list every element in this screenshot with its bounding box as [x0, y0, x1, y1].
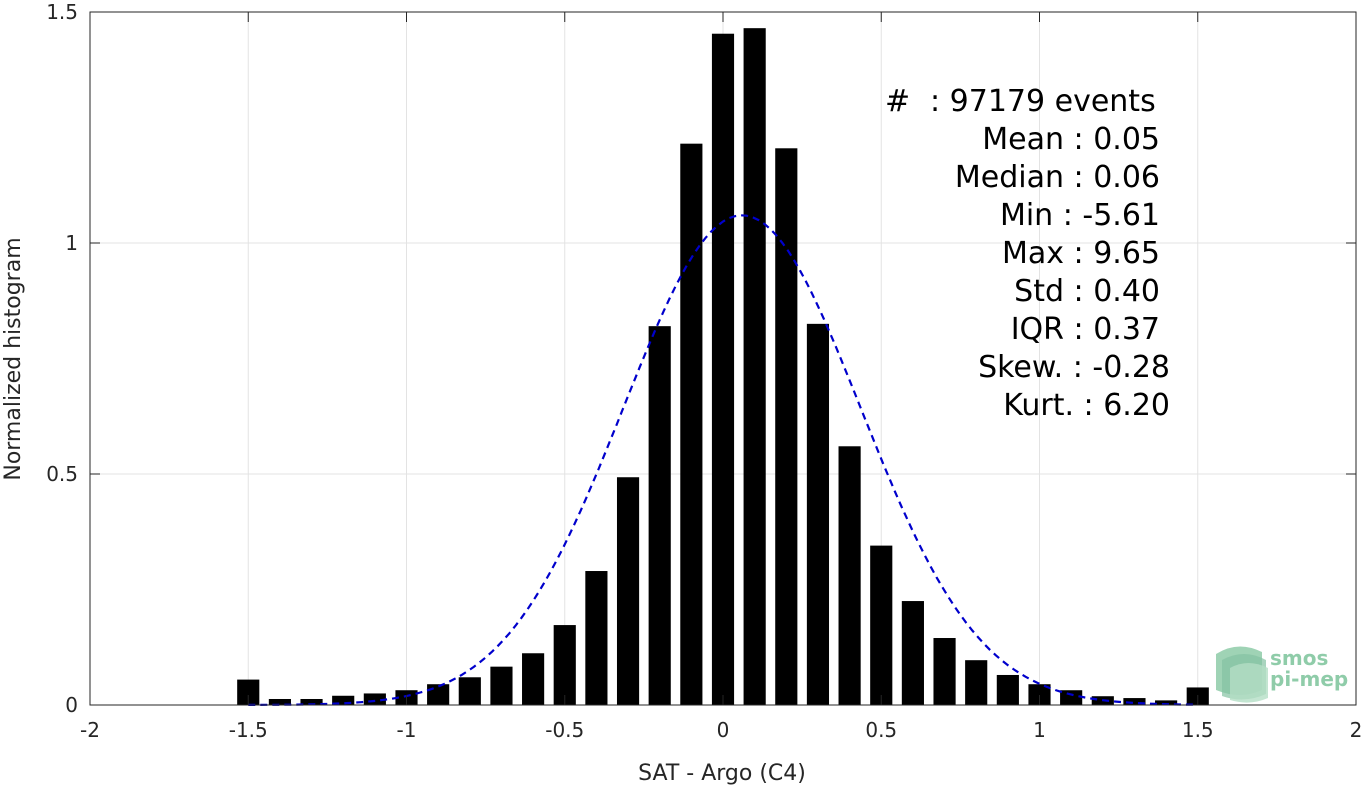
histogram-bar: [490, 666, 513, 705]
stats-median: Median : 0.06: [955, 160, 1160, 195]
histogram-bar: [553, 625, 576, 705]
stats-std-value: 0.40: [1093, 274, 1160, 309]
x-tick-label: 1: [1033, 718, 1046, 742]
histogram-bar: [522, 653, 545, 705]
x-tick-label: -0.5: [545, 718, 584, 742]
histogram-bar: [585, 571, 608, 705]
histogram-bar: [616, 477, 640, 705]
histogram-bar: [680, 143, 703, 706]
stats-kurt-value: 6.20: [1103, 388, 1170, 423]
logo-wave-icon: [1216, 646, 1268, 703]
histogram-bar: [1123, 698, 1146, 705]
x-tick-label: 0.5: [865, 718, 897, 742]
logo-line2: pi-mep: [1270, 667, 1348, 691]
stats-skew-label: Skew.: [978, 350, 1063, 385]
stats-count-value: : 97179 events: [930, 84, 1156, 119]
x-tick-label: 1.5: [1182, 718, 1214, 742]
x-tick-label: -2: [80, 718, 100, 742]
stats-min-label: Min: [1000, 198, 1053, 233]
stats-iqr-value: 0.37: [1093, 312, 1160, 347]
histogram-bar: [1155, 700, 1178, 705]
histogram-bar: [870, 545, 893, 705]
logo-line1: smos: [1270, 646, 1328, 670]
histogram-bar: [838, 446, 861, 705]
stats-mean-value: 0.05: [1093, 122, 1160, 157]
y-tick-label: 0: [65, 693, 78, 717]
histogram-bar: [427, 684, 450, 705]
histogram-bar: [363, 693, 386, 705]
stats-std-label: Std: [1014, 274, 1064, 309]
histogram-bar: [775, 148, 798, 706]
stats-min: Min : -5.61: [1000, 198, 1160, 233]
histogram-bar: [743, 28, 766, 706]
stats-median-label: Median: [955, 160, 1064, 195]
stats-kurt: Kurt. : 6.20: [1003, 388, 1170, 423]
stats-max-value: 9.65: [1093, 236, 1160, 271]
stats-max: Max : 9.65: [1002, 236, 1160, 271]
stats-skew-value: -0.28: [1092, 350, 1170, 385]
y-tick-label: 0.5: [46, 462, 78, 486]
x-tick-label: -1: [397, 718, 417, 742]
histogram-bar: [458, 677, 481, 705]
histogram-bar: [268, 698, 291, 705]
stats-kurt-label: Kurt.: [1003, 388, 1074, 423]
stats-iqr-label: IQR: [1011, 312, 1064, 347]
stats-count-number: 97179 events: [950, 84, 1156, 119]
x-axis-label: SAT - Argo (C4): [638, 761, 806, 786]
stats-max-label: Max: [1002, 236, 1064, 271]
x-tick-label: 2: [1350, 718, 1363, 742]
histogram-bar: [1028, 684, 1051, 705]
x-axis-ticks: -2 -1.5 -1 -0.5 0 0.5 1 1.5 2: [80, 12, 1362, 742]
histogram-bars: [237, 28, 1209, 706]
y-axis-label: Normalized histogram: [1, 237, 26, 480]
y-tick-label: 1: [65, 231, 78, 255]
stats-count-label: #: [885, 84, 910, 119]
histogram-bar: [996, 674, 1019, 705]
y-tick-label: 1.5: [46, 0, 78, 24]
stats-std: Std : 0.40: [1014, 274, 1160, 309]
stats-box: # : 97179 events Mean : 0.05 Median : 0.…: [885, 84, 1170, 423]
x-tick-label: 0: [717, 718, 730, 742]
histogram-bar: [901, 601, 924, 705]
y-axis-ticks: 0 0.5 1 1.5: [46, 0, 1356, 717]
histogram-bar: [711, 33, 735, 706]
x-tick-label: -1.5: [229, 718, 268, 742]
stats-mean: Mean : 0.05: [982, 122, 1160, 157]
stats-mean-label: Mean: [982, 122, 1064, 157]
stats-median-value: 0.06: [1093, 160, 1160, 195]
smos-pimep-logo: smos pi-mep: [1216, 646, 1348, 703]
histogram-bar: [237, 679, 260, 705]
histogram-bar: [806, 323, 830, 705]
stats-min-value: -5.61: [1082, 198, 1160, 233]
stats-iqr: IQR : 0.37: [1011, 312, 1160, 347]
histogram-bar: [965, 660, 988, 705]
histogram-bar: [332, 695, 355, 705]
histogram-bar: [300, 698, 323, 705]
histogram-bar: [933, 638, 956, 705]
histogram-bar: [648, 326, 671, 705]
stats-skew: Skew. : -0.28: [978, 350, 1170, 385]
histogram-bar: [1060, 690, 1083, 705]
